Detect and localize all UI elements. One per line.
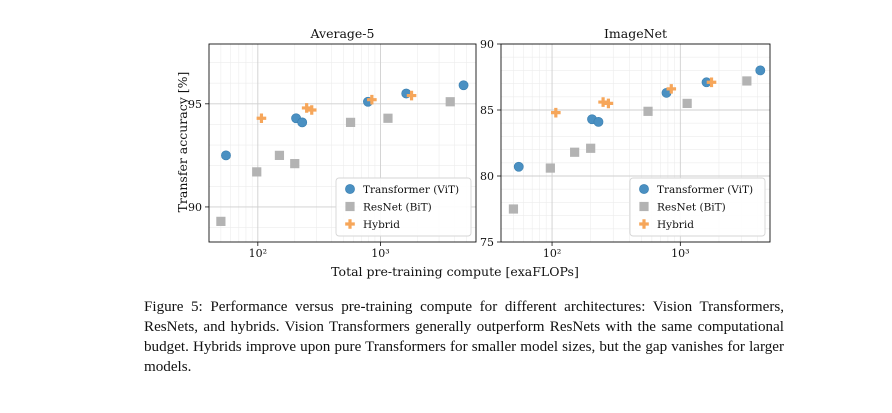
legend-box <box>629 177 766 237</box>
legend-label: Transformer (ViT) <box>657 184 753 196</box>
panel-title: Average-5 <box>310 26 375 41</box>
legend: Transformer (ViT) ResNet (BiT) Hybrid <box>335 177 472 237</box>
series-transformer-vit <box>221 80 469 161</box>
point-resnet-bit <box>274 150 285 160</box>
point-hybrid <box>301 103 312 113</box>
legend-marker-hybrid <box>345 219 355 229</box>
y-tick-label: 80 <box>480 170 494 183</box>
y-tick-label: 90 <box>188 201 202 214</box>
legend-marker-hybrid <box>639 219 649 229</box>
y-tick-label: 75 <box>480 236 494 249</box>
point-resnet-bit <box>545 163 555 173</box>
legend-label: ResNet (BiT) <box>657 202 726 214</box>
point-hybrid <box>406 90 417 101</box>
legend-marker-transformer-vit <box>345 184 355 194</box>
caption-text: Performance versus pre-training compute … <box>144 299 784 375</box>
legend: Transformer (ViT) ResNet (BiT) Hybrid <box>629 177 766 237</box>
legend-label: ResNet (BiT) <box>363 202 432 214</box>
x-tick-label: 10³ <box>371 247 389 260</box>
point-resnet-bit <box>383 113 393 123</box>
point-resnet-bit <box>586 143 596 153</box>
average-5-panel: Average-5 10² 10³ 90 95 Transformer (ViT) ResN… <box>188 26 477 260</box>
series-resnet-bit <box>508 76 752 214</box>
x-tick-label: 10³ <box>671 247 689 260</box>
point-hybrid <box>551 107 561 118</box>
x-tick-label: 10² <box>543 247 561 260</box>
legend-marker-transformer-vit <box>639 184 649 194</box>
point-resnet-bit <box>445 97 455 107</box>
plot-frame <box>500 43 771 243</box>
point-transformer-vit <box>458 80 469 91</box>
figure-5-plots: Transfer accuracy [%] Total pre-training… <box>175 26 771 279</box>
point-hybrid <box>256 113 267 124</box>
figure-caption: Figure 5: Performance versus pre-trainin… <box>144 297 784 377</box>
panel-title: ImageNet <box>604 26 667 41</box>
y-tick-label: 95 <box>188 98 202 111</box>
x-tick-label: 10² <box>249 247 267 260</box>
y-tick-label: 85 <box>480 104 494 117</box>
legend-label: Transformer (ViT) <box>363 184 459 196</box>
y-tick-label: 90 <box>480 38 494 51</box>
point-resnet-bit <box>290 159 300 169</box>
point-hybrid <box>603 98 614 109</box>
legend-label: Hybrid <box>657 219 694 231</box>
series-resnet-bit <box>216 97 455 226</box>
point-hybrid <box>367 94 377 105</box>
y-axis-label: Transfer accuracy [%] <box>175 72 190 213</box>
legend-label: Hybrid <box>363 219 400 231</box>
legend-marker-resnet-bit <box>345 201 355 212</box>
point-transformer-vit <box>755 65 766 76</box>
point-transformer-vit <box>297 117 308 128</box>
point-resnet-bit <box>508 204 519 214</box>
point-resnet-bit <box>345 117 356 127</box>
point-resnet-bit <box>216 216 226 226</box>
plot-frame <box>208 43 477 243</box>
series-hybrid <box>256 90 417 124</box>
point-transformer-vit <box>221 150 231 161</box>
point-resnet-bit <box>742 76 752 86</box>
caption-label: Figure 5: <box>144 299 203 315</box>
point-resnet-bit <box>682 98 692 108</box>
point-resnet-bit <box>252 167 262 177</box>
point-hybrid <box>306 105 317 115</box>
legend-marker-resnet-bit <box>639 201 649 212</box>
point-resnet-bit <box>643 106 653 116</box>
x-axis-label: Total pre-training compute [exaFLOPs] <box>331 264 579 279</box>
point-hybrid <box>706 77 717 88</box>
point-hybrid <box>598 97 608 107</box>
point-resnet-bit <box>570 147 580 157</box>
series-hybrid <box>551 77 717 118</box>
point-hybrid <box>666 84 677 94</box>
series-transformer-vit <box>513 65 766 172</box>
legend-box <box>335 177 472 237</box>
point-transformer-vit <box>513 161 524 172</box>
point-transformer-vit <box>593 116 604 127</box>
imagenet-panel: ImageNet 10² 10³ 75 80 85 90 Transformer (ViT) R… <box>480 26 771 260</box>
